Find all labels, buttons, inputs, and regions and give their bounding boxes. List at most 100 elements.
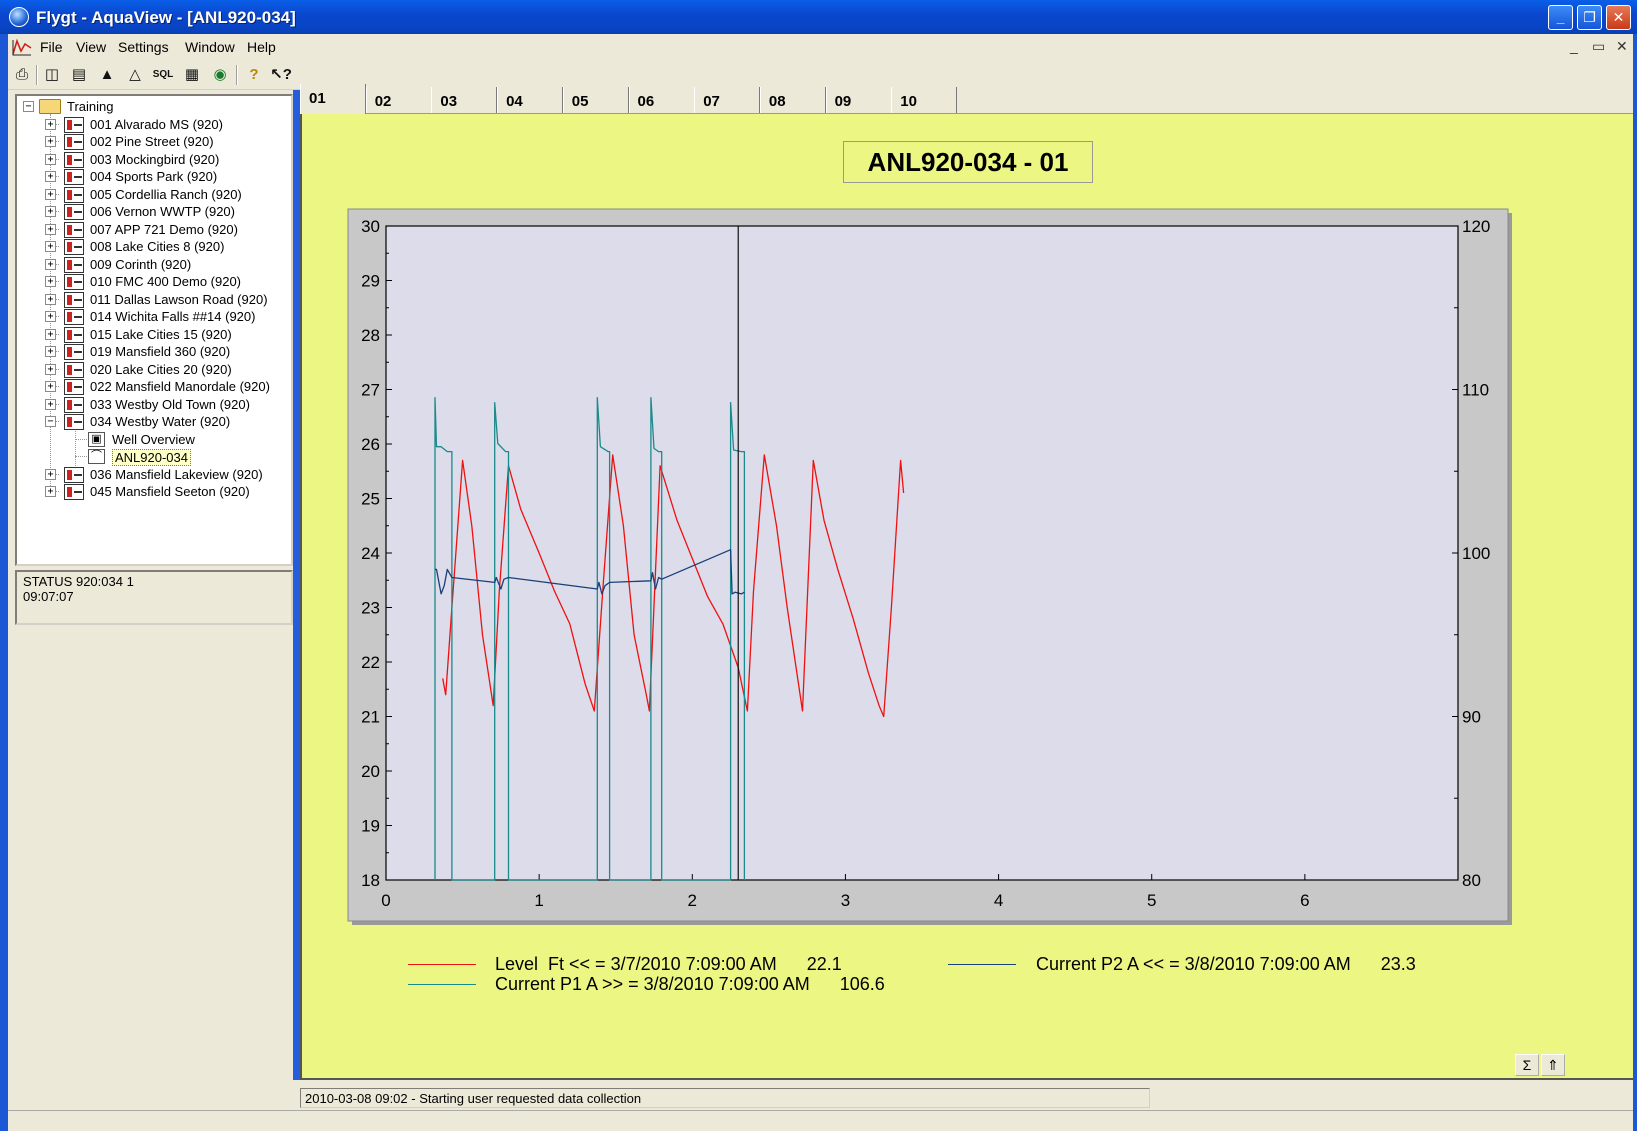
y-left-tick-label: 28	[361, 326, 380, 345]
tree-guide-line	[75, 456, 87, 457]
mdi-restore-button[interactable]: ▭	[1592, 38, 1606, 54]
expand-icon[interactable]: +	[45, 468, 56, 480]
expand-icon[interactable]: +	[45, 223, 56, 235]
station-tree[interactable]: − Training +001 Alvarado MS (920) +002 Pi…	[15, 94, 293, 566]
menu-file[interactable]: File	[40, 39, 63, 55]
expand-icon[interactable]: +	[45, 398, 56, 410]
mdi-minimize-button[interactable]: _	[1570, 38, 1578, 54]
tree-item-label: 008 Lake Cities 8 (920)	[90, 239, 225, 254]
expand-icon[interactable]: +	[45, 171, 56, 182]
menu-window[interactable]: Window	[185, 39, 235, 55]
alarm-icon[interactable]: ▲	[99, 66, 115, 83]
menu-help[interactable]: Help	[247, 39, 276, 55]
legend-p2: Current P2 A << = 3/8/2010 7:09:00 AM 23…	[1036, 954, 1416, 974]
x-tick-label: 5	[1147, 891, 1156, 910]
expand-icon[interactable]: +	[45, 293, 56, 305]
panel-icon[interactable]: ◫	[44, 66, 60, 83]
expand-button[interactable]: ⇑	[1541, 1054, 1565, 1076]
tab-09[interactable]: 09	[825, 87, 892, 113]
station-icon	[64, 239, 84, 255]
y-left-tick-label: 22	[361, 653, 380, 672]
expand-icon[interactable]: +	[45, 153, 56, 165]
expand-icon[interactable]: +	[45, 206, 56, 217]
expand-icon[interactable]: +	[45, 346, 56, 357]
tree-item-label: 006 Vernon WWTP (920)	[90, 204, 235, 219]
station-icon	[64, 274, 84, 290]
tree-guide-line	[75, 426, 76, 472]
tree-item-label: 019 Mansfield 360 (920)	[90, 344, 231, 359]
tab-05[interactable]: 05	[562, 87, 629, 113]
window-title: Flygt - AquaView - [ANL920-034]	[36, 8, 296, 27]
alarm-ack-icon[interactable]: △	[129, 66, 141, 83]
station-icon	[64, 291, 84, 308]
view-icon[interactable]: ◉	[213, 66, 227, 83]
menu-settings[interactable]: Settings	[118, 39, 169, 55]
trend-icon: ⌒	[88, 449, 105, 464]
sum-button[interactable]: Σ	[1515, 1054, 1539, 1076]
tree-item-label: 033 Westby Old Town (920)	[90, 396, 250, 412]
tab-04[interactable]: 04	[497, 87, 564, 113]
left-panel: − Training +001 Alvarado MS (920) +002 Pi…	[8, 90, 293, 1131]
tree-item-label: Well Overview	[112, 431, 195, 447]
station-icon	[64, 186, 84, 203]
series-line-current-p2	[435, 549, 745, 595]
y-left-tick-label: 24	[361, 544, 380, 563]
tree-item-label: 002 Pine Street (920)	[90, 134, 214, 149]
y-right-tick-label: 120	[1462, 217, 1490, 236]
printer-icon[interactable]: ⎙	[15, 66, 28, 83]
tab-07[interactable]: 07	[694, 87, 761, 113]
y-left-tick-label: 20	[361, 762, 380, 781]
expand-icon[interactable]: +	[45, 486, 56, 497]
station-icon	[64, 116, 84, 133]
expand-icon[interactable]: +	[45, 276, 56, 287]
restore-button[interactable]: ❐	[1577, 5, 1602, 30]
tree-item-label: 036 Mansfield Lakeview (920)	[90, 466, 263, 482]
expand-icon[interactable]: +	[45, 188, 56, 200]
overview-icon: ▣	[88, 431, 105, 447]
list-icon[interactable]: ▤	[71, 66, 87, 83]
y-right-tick-label: 100	[1462, 544, 1490, 563]
x-tick-label: 4	[994, 891, 1003, 910]
help-icon[interactable]: ?	[249, 66, 259, 83]
y-right-tick-label: 110	[1462, 381, 1489, 400]
tab-10[interactable]: 10	[891, 87, 958, 113]
menu-view[interactable]: View	[76, 39, 107, 55]
expand-icon[interactable]: +	[45, 241, 56, 252]
context-help-icon[interactable]: ↖?	[270, 66, 292, 83]
report-icon[interactable]: ▦	[184, 66, 200, 83]
tab-02[interactable]: 02	[365, 87, 432, 113]
station-icon	[64, 484, 84, 500]
status-line-1: STATUS 920:034 1	[23, 574, 134, 589]
tree-item-label: 001 Alvarado MS (920)	[90, 116, 223, 132]
sql-icon[interactable]: SQL	[152, 69, 174, 80]
expand-icon[interactable]: +	[45, 328, 56, 340]
expand-icon[interactable]: +	[45, 381, 56, 392]
tab-01[interactable]: 01	[300, 84, 366, 114]
station-icon	[64, 221, 84, 238]
status-line-2: 09:07:07	[23, 589, 74, 604]
y-left-tick-label: 26	[361, 435, 380, 454]
tab-03[interactable]: 03	[431, 87, 498, 113]
minimize-button[interactable]: _	[1548, 5, 1573, 30]
collapse-icon[interactable]: −	[45, 416, 56, 427]
window-frame-left	[0, 34, 8, 1131]
chart-title: ANL920-034 - 01	[843, 141, 1093, 183]
chart-area: ANL920-034 - 01 18 19 20 21 22 23 24 25 26 27 28 29…	[300, 114, 1633, 1080]
collapse-icon[interactable]: −	[23, 101, 34, 112]
close-button[interactable]: ✕	[1606, 5, 1631, 30]
tab-06[interactable]: 06	[628, 87, 695, 113]
expand-icon[interactable]: +	[45, 311, 56, 322]
legend-swatch-p2	[948, 964, 1016, 965]
tree-item-label: 009 Corinth (920)	[90, 256, 192, 272]
expand-icon[interactable]: +	[45, 118, 56, 130]
series-line-current-p1	[434, 397, 746, 881]
tree-item-label: 003 Mockingbird (920)	[90, 151, 220, 167]
expand-icon[interactable]: +	[45, 363, 56, 375]
mdi-close-button[interactable]: ✕	[1616, 38, 1628, 54]
legend-swatch-level	[408, 964, 476, 965]
expand-icon[interactable]: +	[45, 258, 56, 270]
y-left-tick-label: 21	[361, 708, 380, 727]
expand-icon[interactable]: +	[45, 136, 56, 147]
tab-08[interactable]: 08	[759, 87, 826, 113]
tab-strip: 01 02 03 04 05 06 07 08 09 10	[300, 84, 1633, 114]
